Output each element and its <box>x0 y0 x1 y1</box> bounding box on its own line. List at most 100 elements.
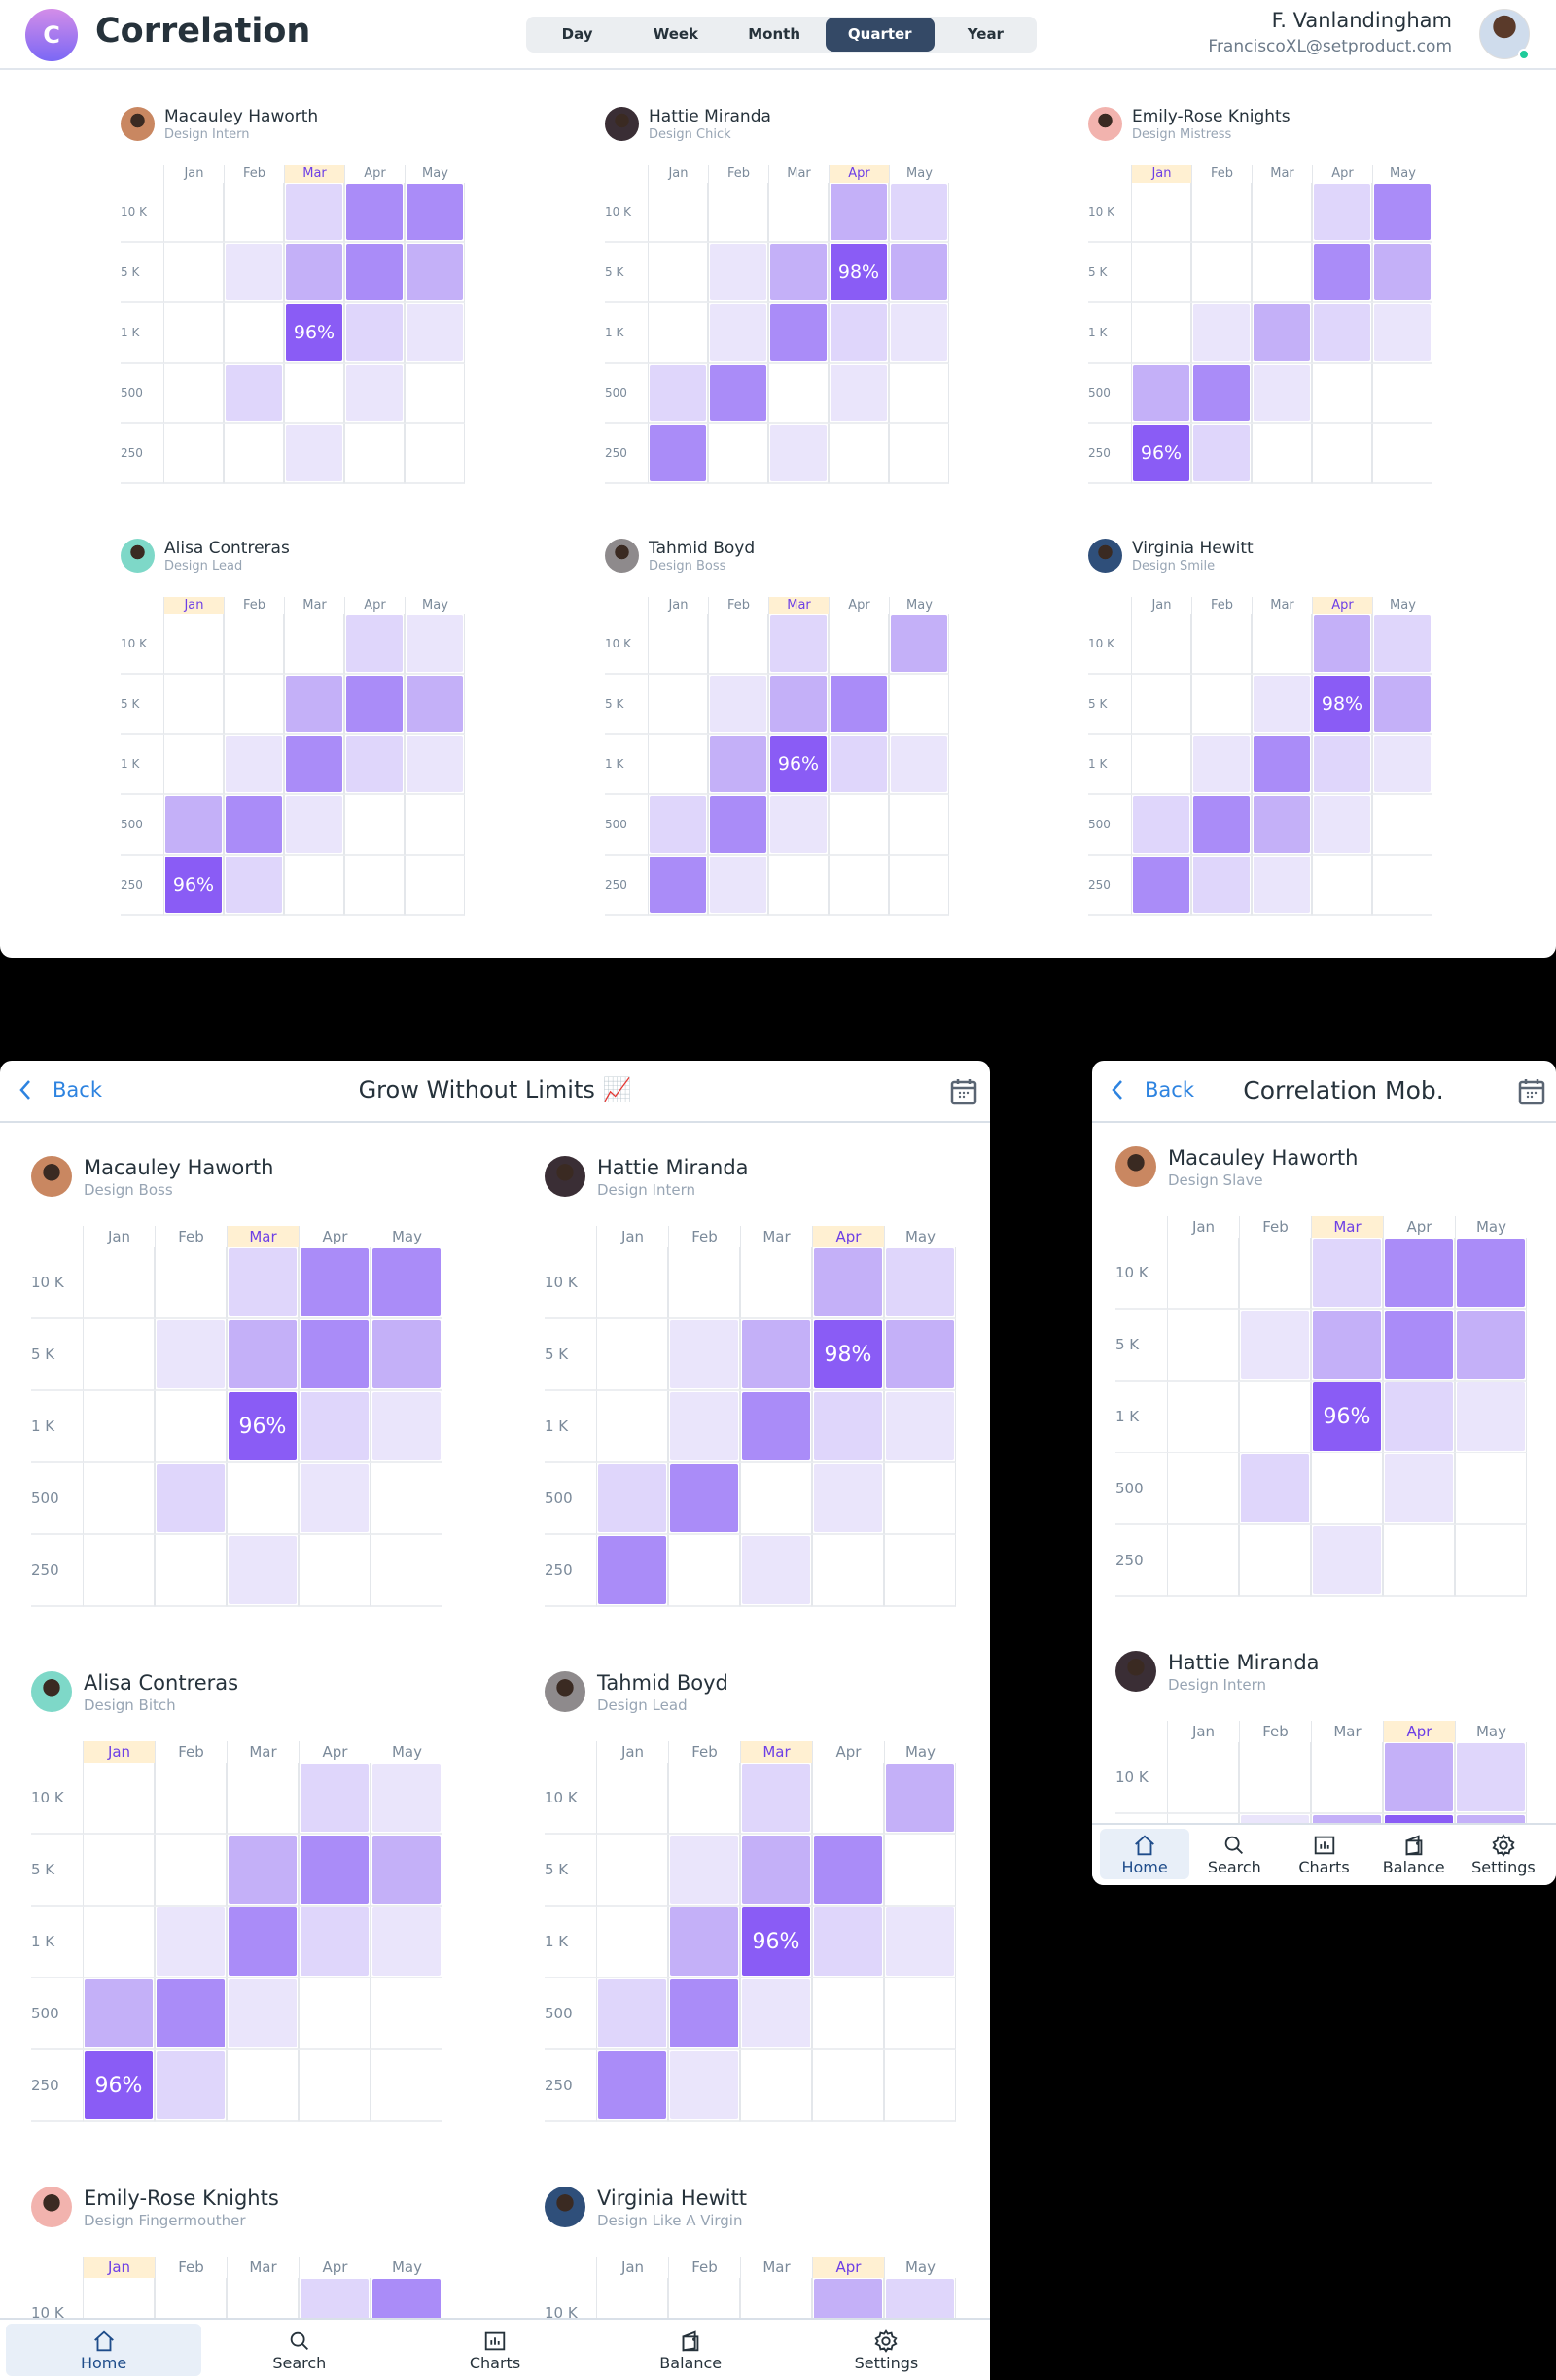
heatmap-cell[interactable]: 96% <box>163 856 224 916</box>
heatmap-cell[interactable] <box>224 735 284 795</box>
heatmap-cell[interactable] <box>83 1907 155 1978</box>
heatmap-cell[interactable] <box>224 856 284 916</box>
heatmap-cell[interactable] <box>371 1763 442 1835</box>
heatmap-cell[interactable] <box>1372 614 1432 675</box>
heatmap-cell[interactable] <box>371 2050 442 2122</box>
heatmap-cell[interactable] <box>1252 183 1312 243</box>
heatmap-cell[interactable] <box>344 303 405 364</box>
heatmap-cell[interactable] <box>884 2050 956 2122</box>
back-button[interactable]: Back <box>18 1078 102 1102</box>
heatmap-cell[interactable] <box>668 1319 740 1391</box>
heatmap-cell[interactable] <box>708 424 768 484</box>
heatmap-cell[interactable] <box>371 1391 442 1463</box>
heatmap-cell[interactable] <box>889 795 949 856</box>
heatmap-cell[interactable] <box>224 243 284 303</box>
heatmap-cell[interactable] <box>829 364 889 424</box>
heatmap-cell[interactable] <box>648 303 708 364</box>
heatmap-cell[interactable] <box>768 856 829 916</box>
heatmap-cell[interactable] <box>227 1907 299 1978</box>
heatmap-cell[interactable] <box>1239 1310 1311 1382</box>
heatmap-cell[interactable] <box>83 1835 155 1907</box>
heatmap-cell[interactable] <box>1167 1525 1239 1597</box>
heatmap-cell[interactable] <box>889 856 949 916</box>
heatmap-cell[interactable] <box>768 303 829 364</box>
avatar[interactable] <box>605 107 639 141</box>
heatmap-cell[interactable]: 96% <box>227 1391 299 1463</box>
heatmap-cell[interactable] <box>344 243 405 303</box>
heatmap-cell[interactable] <box>668 1463 740 1535</box>
heatmap-cell[interactable] <box>829 856 889 916</box>
heatmap-cell[interactable] <box>1312 303 1372 364</box>
avatar[interactable] <box>545 1156 585 1197</box>
heatmap-cell[interactable] <box>596 1907 668 1978</box>
heatmap-cell[interactable] <box>1372 183 1432 243</box>
heatmap-cell[interactable] <box>889 424 949 484</box>
heatmap-cell[interactable] <box>224 303 284 364</box>
heatmap-cell[interactable] <box>829 183 889 243</box>
heatmap-cell[interactable] <box>829 675 889 735</box>
heatmap-cell[interactable] <box>1312 735 1372 795</box>
heatmap-cell[interactable] <box>596 1463 668 1535</box>
avatar[interactable] <box>545 1671 585 1712</box>
heatmap-cell[interactable] <box>829 303 889 364</box>
heatmap-cell[interactable] <box>299 1463 371 1535</box>
heatmap-cell[interactable] <box>155 1535 227 1607</box>
heatmap-cell[interactable] <box>1191 424 1252 484</box>
heatmap-cell[interactable] <box>768 675 829 735</box>
heatmap-cell[interactable] <box>163 675 224 735</box>
heatmap-cell[interactable] <box>163 424 224 484</box>
heatmap-cell[interactable] <box>812 1907 884 1978</box>
heatmap-cell[interactable] <box>284 795 344 856</box>
heatmap-cell[interactable] <box>344 364 405 424</box>
heatmap-cell[interactable] <box>405 735 465 795</box>
heatmap-cell[interactable] <box>1455 1310 1527 1382</box>
period-quarter[interactable]: Quarter <box>825 18 935 52</box>
heatmap-cell[interactable] <box>1167 1742 1239 1814</box>
heatmap-cell[interactable] <box>1383 1453 1455 1525</box>
tab-home[interactable]: Home <box>6 2324 202 2376</box>
heatmap-cell[interactable] <box>155 1391 227 1463</box>
heatmap-cell[interactable] <box>889 364 949 424</box>
heatmap-cell[interactable] <box>1372 675 1432 735</box>
heatmap-cell[interactable] <box>1311 1525 1383 1597</box>
heatmap-cell[interactable] <box>1239 1453 1311 1525</box>
heatmap-cell[interactable] <box>371 1535 442 1607</box>
tab-search[interactable]: Search <box>201 2324 397 2376</box>
heatmap-cell[interactable] <box>812 1463 884 1535</box>
avatar[interactable] <box>1115 1651 1156 1692</box>
heatmap-cell[interactable] <box>1252 675 1312 735</box>
heatmap-cell[interactable] <box>299 1978 371 2050</box>
heatmap-cell[interactable] <box>740 1247 812 1319</box>
heatmap-cell[interactable] <box>224 183 284 243</box>
heatmap-cell[interactable] <box>405 856 465 916</box>
heatmap-cell[interactable] <box>648 614 708 675</box>
heatmap-cell[interactable] <box>224 364 284 424</box>
heatmap-cell[interactable] <box>371 1978 442 2050</box>
heatmap-cell[interactable] <box>884 1835 956 1907</box>
heatmap-cell[interactable] <box>405 243 465 303</box>
heatmap-cell[interactable] <box>83 1535 155 1607</box>
heatmap-cell[interactable] <box>596 1763 668 1835</box>
heatmap-cell[interactable] <box>1191 303 1252 364</box>
heatmap-cell[interactable] <box>668 2050 740 2122</box>
heatmap-cell[interactable] <box>1167 1310 1239 1382</box>
heatmap-cell[interactable] <box>1131 795 1191 856</box>
heatmap-cell[interactable] <box>884 1907 956 1978</box>
heatmap-cell[interactable] <box>405 795 465 856</box>
heatmap-cell[interactable]: 98% <box>812 1319 884 1391</box>
heatmap-cell[interactable] <box>1131 675 1191 735</box>
heatmap-cell[interactable] <box>884 1535 956 1607</box>
heatmap-cell[interactable] <box>740 1835 812 1907</box>
heatmap-cell[interactable] <box>708 856 768 916</box>
heatmap-cell[interactable] <box>1131 303 1191 364</box>
heatmap-cell[interactable] <box>1311 1310 1383 1382</box>
heatmap-cell[interactable] <box>884 1463 956 1535</box>
heatmap-cell[interactable] <box>1131 614 1191 675</box>
heatmap-cell[interactable] <box>284 675 344 735</box>
heatmap-cell[interactable] <box>227 1978 299 2050</box>
heatmap-cell[interactable] <box>1383 1525 1455 1597</box>
heatmap-cell[interactable] <box>1312 795 1372 856</box>
heatmap-cell[interactable] <box>708 795 768 856</box>
heatmap-cell[interactable] <box>1191 183 1252 243</box>
heatmap-cell[interactable]: 96% <box>83 2050 155 2122</box>
